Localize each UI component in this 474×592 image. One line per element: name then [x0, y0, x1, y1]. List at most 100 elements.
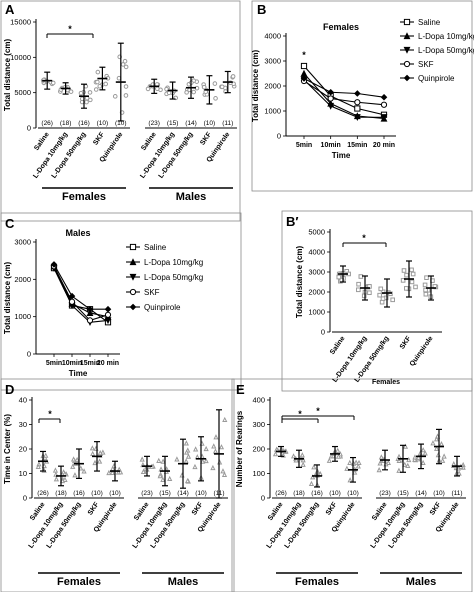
panel-d-point: [200, 458, 206, 464]
panel-b-series-point: [354, 105, 361, 112]
panel-e-n-label: (10): [347, 490, 359, 497]
panel-b-legend-label: Saline: [418, 18, 441, 27]
panel-e-y-tick-label: 200: [252, 445, 265, 454]
panel-d-point: [139, 456, 145, 462]
panel-b-x-tick-label: 20 min: [373, 142, 395, 149]
panel-e-point: [326, 457, 332, 463]
panel-a-point: [78, 90, 84, 96]
panel-e-n-label: (16): [311, 490, 323, 497]
panel-e-category-label: L-Dopa 50mg/kg: [284, 501, 321, 550]
panel-b-prime-point: [356, 287, 361, 293]
panel-a-y-label: Total distance (cm): [3, 39, 12, 112]
panel-e-point: [293, 457, 299, 463]
panel-b-prime-y-tick-label: 5000: [308, 228, 325, 237]
panel-c-x-tick-label: 10min: [62, 360, 82, 367]
panel-c-legend-marker: [129, 303, 137, 311]
panel-e-n-label: (18): [293, 490, 305, 497]
panel-c-y-tick-label: 2000: [14, 275, 31, 284]
panel-b-prime-point: [423, 291, 429, 297]
panel-c-series-point: [104, 305, 112, 313]
panel-a-n-label: (10): [97, 120, 109, 127]
panel-a-point: [103, 81, 109, 87]
panel-a-point: [84, 99, 89, 105]
panel-a-point: [212, 81, 218, 86]
panel-c-y-label: Total distance (cm): [3, 262, 12, 335]
panel-b-legend-marker: [403, 60, 411, 68]
panel-e-plot: E 0 100 200 300 400 Number of Rearings (26) Sali…: [235, 382, 466, 588]
panel-c-x-label: Time: [69, 369, 88, 378]
panel-a-point: [164, 86, 169, 92]
panel-e-point: [335, 453, 342, 459]
panel-e-n-label: (15): [397, 490, 409, 497]
panel-e-point: [290, 453, 297, 459]
panel-d-n-label: (26): [37, 490, 49, 497]
panel-a-point: [122, 58, 128, 64]
panel-b-prime-point: [422, 282, 428, 288]
panel-c-legend-label: SKF: [144, 288, 160, 297]
panel-c-series-point: [86, 317, 94, 324]
panel-e-point: [396, 467, 402, 473]
panel-b-prime-point: [413, 284, 418, 290]
panel-a-point: [95, 79, 100, 85]
panel-a-group-label: Females: [62, 191, 106, 203]
panel-b-prime-point: [400, 278, 406, 283]
panel-d-point: [97, 450, 103, 456]
panel-e-point: [347, 459, 353, 465]
panel-e-n-label: (23): [379, 490, 391, 497]
panel-d-frame: [0, 378, 235, 592]
panel-b-title: Females: [323, 22, 359, 32]
panel-d-category-label: L-Dopa 50mg/kg: [150, 501, 187, 550]
panel-a-category-label: SKF: [199, 131, 213, 147]
panel-d-sig-star: *: [48, 409, 52, 419]
panel-d-n-label: (10): [195, 490, 207, 497]
panel-d-point: [167, 475, 173, 482]
panel-e-y-tick-label: 100: [252, 469, 265, 478]
panel-d-point: [174, 456, 180, 462]
panel-b-prime-y-tick-label: 0: [321, 328, 325, 337]
panel-d-point: [35, 463, 41, 470]
panel-d-y-tick-label: 40: [19, 396, 27, 405]
panel-e-point: [300, 461, 306, 467]
panel-a-n-label: (10): [204, 120, 216, 127]
panel-e-point: [378, 454, 384, 460]
panel-e-point: [430, 440, 436, 446]
panel-d-n-label: (11): [213, 490, 224, 497]
panel-a-point: [93, 87, 99, 92]
panel-d-point: [92, 459, 98, 466]
panel-d-point: [70, 456, 77, 462]
panel-e-point: [434, 445, 440, 451]
panel-a-category-label: SKF: [92, 131, 106, 147]
panel-d-group-label: Males: [168, 576, 199, 588]
panel-c-series-point: [68, 292, 76, 300]
panel-c-legend-label: L-Dopa 10mg/kg: [144, 258, 203, 267]
panel-b-prime-y-tick-label: 3000: [308, 268, 325, 277]
panel-e-n-label: (26): [275, 490, 287, 497]
panel-b-series-line: [303, 78, 385, 98]
panel-b-series-line: [303, 79, 384, 118]
panel-d-n-label: (23): [141, 490, 153, 497]
panel-d-n-label: (16): [73, 490, 85, 497]
panel-b-y-label: Total distance (cm): [251, 50, 260, 123]
panel-e-group-label: Males: [406, 576, 437, 588]
panel-d-point: [156, 457, 162, 463]
panel-e-point: [308, 480, 315, 486]
panel-e-point: [377, 460, 383, 466]
panel-a-group-label: Males: [176, 191, 207, 203]
panel-d-n-label: (15): [159, 490, 171, 497]
panel-b-prime-y-tick-label: 4000: [308, 248, 325, 257]
panel-e-point: [311, 464, 317, 470]
panel-e-n-label: (10): [329, 490, 341, 497]
panel-a-category-label: L-Dopa 50mg/kg: [51, 131, 88, 180]
panel-d-point: [140, 468, 146, 475]
panel-d-point: [89, 445, 95, 451]
panel-c-series-point: [104, 311, 112, 318]
panel-d-point: [183, 458, 189, 464]
panel-b-series-line: [303, 80, 385, 106]
panel-c-frame: [0, 212, 242, 391]
panel-d-category-label: L-Dopa 50mg/kg: [46, 501, 83, 550]
panel-d-n-label: (14): [177, 490, 189, 497]
panel-b-prime-point: [336, 274, 342, 280]
panel-c-x-tick-label: 15min: [80, 360, 100, 367]
panel-d-point: [218, 444, 225, 450]
panel-a-n-label: (18): [60, 120, 72, 127]
